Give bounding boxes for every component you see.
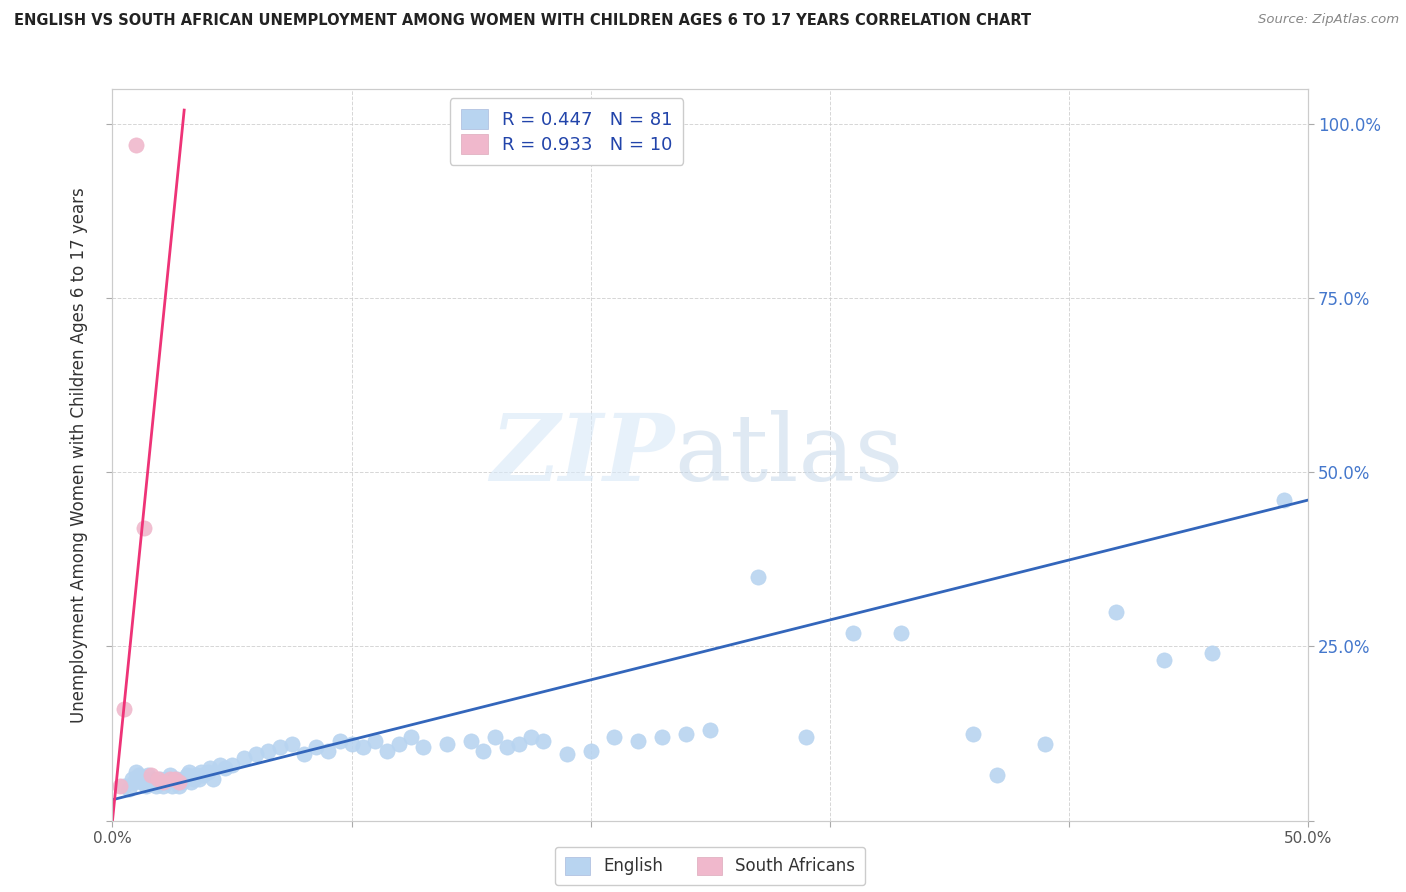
Point (135, 779, 157, 793)
Point (352, 740, 374, 755)
Point (579, 744, 602, 758)
Point (169, 775, 191, 789)
Point (156, 772, 179, 786)
Point (460, 733, 482, 747)
Point (138, 768, 160, 782)
Point (508, 737, 530, 751)
Point (128, 768, 150, 782)
Point (159, 768, 181, 782)
Point (890, 625, 912, 640)
Point (163, 772, 186, 786)
Point (245, 747, 267, 762)
Point (292, 747, 315, 762)
Point (221, 758, 243, 772)
Y-axis label: Unemployment Among Women with Children Ages 6 to 17 years: Unemployment Among Women with Children A… (70, 187, 89, 723)
Point (173, 772, 195, 786)
Text: ENGLISH VS SOUTH AFRICAN UNEMPLOYMENT AMONG WOMEN WITH CHILDREN AGES 6 TO 17 YEA: ENGLISH VS SOUTH AFRICAN UNEMPLOYMENT AM… (14, 13, 1031, 29)
Point (121, 772, 143, 786)
Point (484, 730, 506, 744)
Point (146, 775, 169, 789)
Point (125, 137, 148, 152)
Point (627, 733, 650, 747)
Point (328, 733, 352, 747)
Point (316, 744, 339, 758)
Point (388, 737, 411, 751)
Point (166, 772, 188, 786)
Point (1201, 647, 1223, 661)
Point (401, 730, 423, 744)
Point (201, 772, 224, 786)
Point (125, 764, 148, 779)
Point (412, 740, 434, 755)
Text: ZIP: ZIP (489, 410, 675, 500)
Point (281, 737, 304, 751)
Point (176, 768, 198, 782)
Point (436, 737, 458, 751)
Point (269, 740, 291, 755)
Point (186, 768, 208, 782)
Point (118, 782, 141, 797)
Point (1153, 653, 1175, 667)
Point (747, 570, 769, 584)
Point (145, 779, 167, 793)
Point (675, 726, 697, 740)
Point (177, 764, 200, 779)
Text: atlas: atlas (675, 410, 904, 500)
Point (129, 775, 152, 789)
Point (122, 775, 145, 789)
Point (180, 775, 202, 789)
Point (208, 758, 231, 772)
Point (200, 761, 222, 775)
Text: Source: ZipAtlas.com: Source: ZipAtlas.com (1258, 13, 1399, 27)
Point (159, 772, 181, 786)
Legend: English, South Africans: English, South Africans (555, 847, 865, 886)
Point (257, 744, 280, 758)
Point (651, 730, 673, 744)
Point (496, 740, 519, 755)
Point (114, 702, 135, 716)
Point (699, 723, 721, 737)
Point (114, 779, 135, 793)
Point (152, 779, 174, 793)
Point (142, 772, 165, 786)
Point (1272, 493, 1295, 508)
Point (520, 730, 543, 744)
Point (170, 775, 193, 789)
Point (214, 761, 236, 775)
Point (232, 751, 256, 765)
Point (364, 733, 387, 747)
Point (149, 772, 172, 786)
Point (794, 730, 817, 744)
Point (603, 730, 626, 744)
Point (531, 733, 554, 747)
Point (377, 744, 399, 758)
Point (1105, 605, 1128, 619)
Point (153, 775, 176, 789)
Point (340, 737, 363, 751)
Point (163, 775, 186, 789)
Point (472, 744, 495, 758)
Point (193, 768, 215, 782)
Point (146, 772, 169, 786)
Point (139, 775, 162, 789)
Point (197, 764, 219, 779)
Point (162, 779, 183, 793)
Point (842, 625, 865, 640)
Point (139, 768, 162, 782)
Point (108, 779, 131, 793)
Point (1033, 737, 1056, 751)
Point (962, 726, 984, 740)
Point (187, 772, 209, 786)
Point (183, 772, 205, 786)
Point (169, 779, 191, 793)
Point (304, 740, 326, 755)
Point (152, 775, 174, 789)
Point (555, 747, 578, 762)
Point (132, 772, 155, 786)
Point (190, 764, 212, 779)
Point (986, 768, 1008, 782)
Point (132, 521, 155, 535)
